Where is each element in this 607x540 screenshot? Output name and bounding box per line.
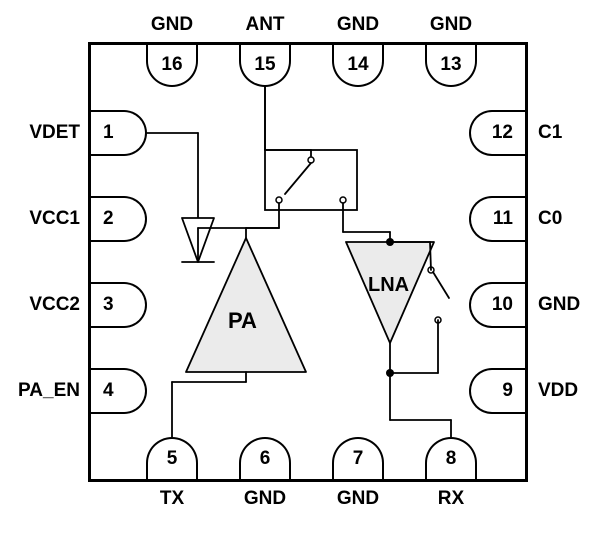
- internal-schematic: PA LNA: [0, 0, 607, 540]
- svg-text:LNA: LNA: [368, 274, 409, 296]
- svg-text:PA: PA: [228, 308, 257, 333]
- chip-diagram: 16GND15ANT14GND13GND5TX6GND7GND8RX1VDET2…: [0, 0, 607, 540]
